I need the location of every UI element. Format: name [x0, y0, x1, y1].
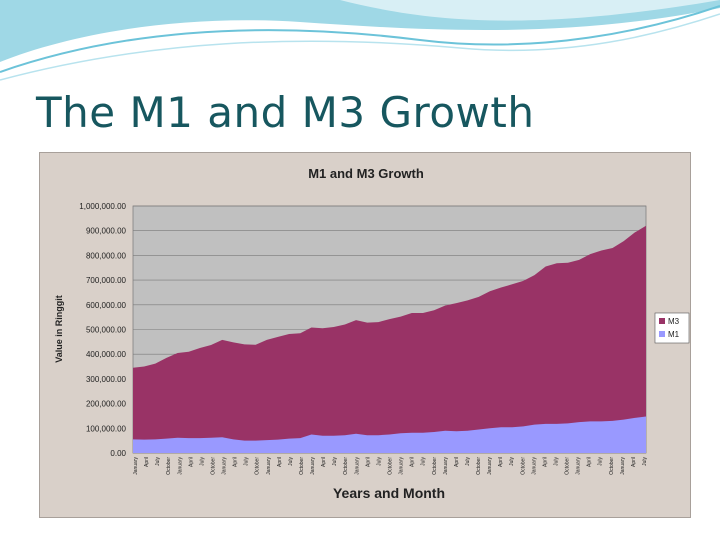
x-tick-label: January — [222, 457, 228, 475]
x-tick-label: April — [321, 457, 327, 467]
x-tick-label: April — [277, 457, 283, 467]
y-tick-label: 100,000.00 — [86, 424, 127, 433]
x-tick-label: October — [432, 457, 438, 475]
x-tick-label: July — [332, 457, 338, 466]
x-tick-label: July — [553, 457, 559, 466]
x-tick-label: January — [133, 457, 139, 475]
x-tick-label: April — [542, 457, 548, 467]
x-axis-label: Years and Month — [333, 485, 445, 501]
x-tick-label: July — [465, 457, 471, 466]
x-tick-label: April — [188, 457, 194, 467]
x-tick-label: October — [210, 457, 216, 475]
legend-label-m1: M1 — [668, 330, 680, 339]
y-tick-label: 300,000.00 — [86, 375, 127, 384]
x-tick-label: January — [354, 457, 360, 475]
x-tick-label: October — [565, 457, 571, 475]
x-tick-label: October — [255, 457, 261, 475]
x-tick-label: January — [576, 457, 582, 475]
chart-areas — [133, 225, 646, 453]
x-tick-label: April — [233, 457, 239, 467]
x-tick-label: October — [476, 457, 482, 475]
y-tick-label: 1,000,000.00 — [79, 202, 126, 211]
legend-label-m3: M3 — [668, 317, 680, 326]
x-tick-label: July — [288, 457, 294, 466]
x-tick-label: July — [421, 457, 427, 466]
x-tick-label: January — [399, 457, 405, 475]
x-tick-label: April — [631, 457, 637, 467]
x-tick-label: July — [598, 457, 604, 466]
x-tick-label: April — [587, 457, 593, 467]
chart-title: M1 and M3 Growth — [308, 166, 424, 181]
x-tick-label: April — [410, 457, 416, 467]
x-tick-label: July — [642, 457, 648, 466]
chart-svg: M1 and M3 Growth 0.00 100,000.00 200,000.0… — [54, 166, 690, 501]
m1-area — [133, 416, 646, 453]
legend-swatch-m3 — [659, 318, 665, 324]
x-tick-label: October — [388, 457, 394, 475]
chart-frame: M1 and M3 Growth 0.00 100,000.00 200,000.0… — [39, 152, 691, 518]
x-tick-label: January — [531, 457, 537, 475]
header-swoosh-decoration — [0, 0, 720, 81]
slide-title: The M1 and M3 Growth — [36, 88, 535, 137]
x-tick-label: January — [310, 457, 316, 475]
y-tick-label: 400,000.00 — [86, 350, 127, 359]
x-tick-label: April — [498, 457, 504, 467]
x-tick-label: October — [343, 457, 349, 475]
x-tick-label: July — [199, 457, 205, 466]
x-tick-label: January — [620, 457, 626, 475]
y-tick-label: 0.00 — [110, 449, 126, 458]
x-tick-label: January — [487, 457, 493, 475]
x-tick-label: July — [509, 457, 515, 466]
y-tick-label: 600,000.00 — [86, 301, 127, 310]
x-tick-label: April — [454, 457, 460, 467]
y-tick-label: 200,000.00 — [86, 400, 127, 409]
x-tick-label: October — [299, 457, 305, 475]
x-tick-label: April — [365, 457, 371, 467]
m3-area — [133, 225, 646, 453]
y-tick-label: 800,000.00 — [86, 251, 127, 260]
x-tick-label: January — [443, 457, 449, 475]
x-tick-label: July — [155, 457, 161, 466]
y-tick-label: 900,000.00 — [86, 227, 127, 236]
x-tick-label: October — [166, 457, 172, 475]
y-tick-label: 500,000.00 — [86, 326, 127, 335]
x-tick-label: July — [376, 457, 382, 466]
y-axis-ticks: 0.00 100,000.00 200,000.00 300,000.00 400,00… — [79, 202, 126, 458]
x-tick-label: July — [244, 457, 250, 466]
x-tick-label: January — [177, 457, 183, 475]
x-tick-label: October — [520, 457, 526, 475]
y-axis-label: Value in Ringgit — [54, 295, 64, 363]
legend: M3 M1 — [654, 312, 690, 344]
x-tick-label: January — [266, 457, 272, 475]
y-tick-label: 700,000.00 — [86, 276, 127, 285]
x-axis-ticks: January April July October January April July O… — [133, 457, 648, 475]
x-tick-label: April — [144, 457, 150, 467]
x-tick-label: October — [609, 457, 615, 475]
legend-swatch-m1 — [659, 331, 665, 337]
